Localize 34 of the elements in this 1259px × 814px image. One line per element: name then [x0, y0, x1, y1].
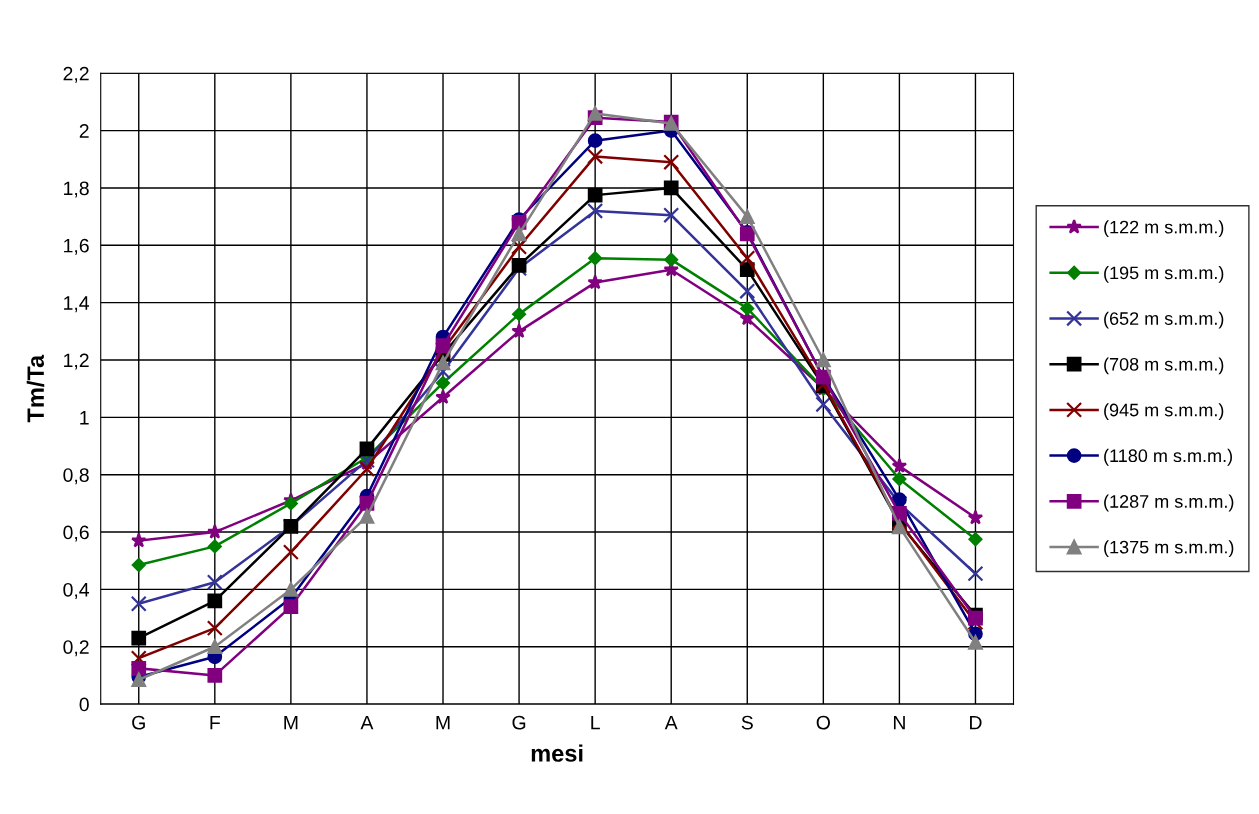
legend-label: (1180 m s.m.m.)	[1104, 448, 1232, 466]
y-tick-label: 0,8	[63, 468, 89, 485]
y-tick-label: 0,2	[63, 640, 89, 657]
x-tick-label: A	[360, 715, 374, 730]
x-tick-label: D	[970, 715, 982, 730]
legend-label: (1375 m s.m.m.)	[1104, 540, 1234, 558]
y-tick-label: 1,2	[64, 353, 89, 370]
legend-label: (195 m s.m.m.)	[1104, 265, 1224, 283]
y-tick-label: 1,8	[64, 181, 89, 198]
legend-label: (122 m s.m.m.)	[1104, 220, 1224, 238]
y-tick-label: 2,2	[63, 66, 89, 83]
y-tick-label: 0,4	[63, 582, 90, 599]
y-tick-label: 0,6	[63, 525, 89, 542]
legend-label: (708 m s.m.m.)	[1104, 357, 1224, 375]
x-tick-label: G	[512, 715, 526, 730]
legend-label: (945 m s.m.m.)	[1104, 403, 1224, 420]
x-tick-label: S	[741, 715, 753, 730]
x-tick-label: L	[591, 715, 600, 730]
x-tick-label: G	[132, 715, 145, 730]
y-tick-label: 1	[80, 411, 89, 425]
x-tick-label: M	[436, 715, 450, 730]
x-tick-label: O	[816, 715, 830, 730]
x-axis-title: mesi	[531, 744, 583, 762]
y-tick-label: 0	[79, 697, 89, 712]
x-tick-label: M	[284, 715, 298, 730]
x-tick-label: N	[893, 715, 905, 730]
y-tick-label: 1,6	[64, 238, 89, 255]
legend-label: (1287 m s.m.m.)	[1104, 494, 1234, 512]
y-tick-label: 1,4	[64, 296, 90, 313]
x-tick-label: A	[664, 715, 678, 730]
legend-label: (652 m s.m.m.)	[1104, 311, 1224, 329]
y-axis-title: Tm/Ta	[26, 354, 45, 423]
x-tick-label: F	[210, 715, 220, 730]
y-tick-label: 2	[79, 124, 89, 138]
